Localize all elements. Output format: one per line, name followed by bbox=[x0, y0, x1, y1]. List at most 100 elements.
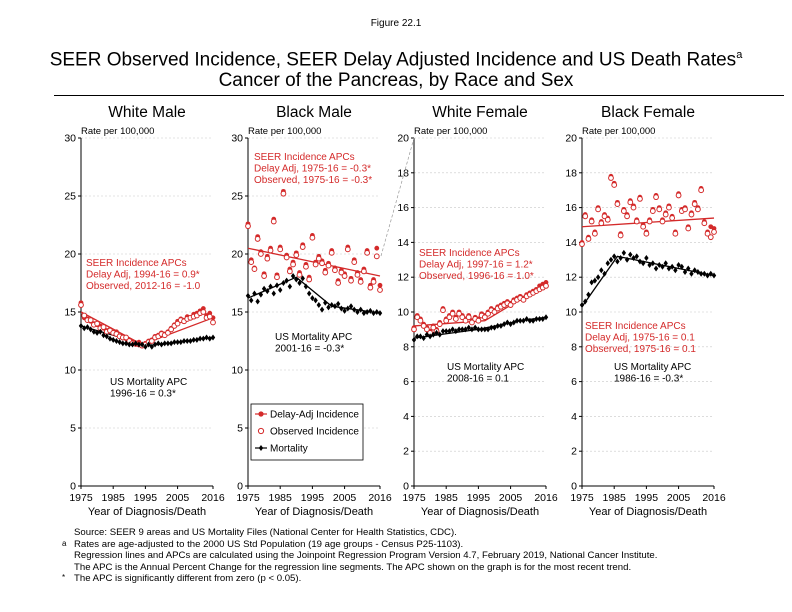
mortality-apc-text: US Mortality APC bbox=[614, 362, 691, 373]
mortality-point bbox=[456, 326, 462, 333]
observed-point bbox=[370, 278, 377, 285]
mortality-point bbox=[647, 262, 652, 269]
mortality-point bbox=[543, 314, 549, 321]
observed-point bbox=[507, 302, 514, 308]
mortality-point bbox=[460, 326, 465, 333]
mortality-point bbox=[156, 340, 161, 347]
x-tick-label: 1975 bbox=[236, 492, 260, 504]
observed-point bbox=[643, 230, 650, 237]
mortality-point bbox=[669, 263, 675, 270]
mortality-point bbox=[377, 310, 383, 317]
incidence-apc-text: Observed, 1975-16 = 0.1 bbox=[585, 344, 696, 355]
observed-point bbox=[520, 296, 527, 303]
observed-point bbox=[248, 259, 255, 266]
y-tick-label: 12 bbox=[397, 272, 409, 284]
mortality-point bbox=[268, 283, 273, 290]
y-tick-label: 20 bbox=[64, 249, 76, 261]
observed-point bbox=[206, 313, 213, 320]
incidence-apc-text: Delay Adj, 1975-16 = 0.1 bbox=[585, 333, 695, 344]
incidence-apc-text: Observed, 1975-16 = -0.3* bbox=[254, 175, 372, 186]
observed-point bbox=[264, 255, 271, 262]
observed-point bbox=[257, 251, 264, 257]
observed-point bbox=[462, 317, 469, 324]
observed-point bbox=[168, 326, 175, 333]
observed-point bbox=[685, 225, 692, 232]
y-axis-label: Rate per 100,000 bbox=[582, 126, 655, 137]
mortality-point bbox=[689, 270, 694, 277]
x-tick-label: 2005 bbox=[499, 492, 523, 504]
observed-point bbox=[245, 223, 251, 230]
mortality-point bbox=[692, 267, 697, 274]
observed-point bbox=[277, 246, 284, 253]
footnote-source: Source: SEER 9 areas and US Mortality Fi… bbox=[74, 527, 457, 538]
chart-panel-0: White Male Rate per 100,000 0 5 10 15 20 25 30 19… bbox=[64, 104, 225, 518]
mortality-point bbox=[294, 276, 299, 283]
observed-point bbox=[290, 261, 296, 268]
delay-adj-point bbox=[377, 282, 383, 288]
observed-point bbox=[417, 317, 424, 324]
y-tick-label: 5 bbox=[70, 423, 76, 435]
observed-point bbox=[306, 276, 313, 283]
mortality-point bbox=[358, 306, 363, 313]
observed-point bbox=[691, 201, 698, 208]
mortality-point bbox=[332, 303, 338, 310]
mortality-point bbox=[197, 335, 203, 342]
observed-point bbox=[633, 218, 640, 225]
mortality-point bbox=[345, 305, 351, 312]
observed-point bbox=[659, 218, 666, 225]
mortality-point bbox=[91, 328, 97, 335]
mortality-point bbox=[530, 317, 536, 324]
mortality-point bbox=[534, 315, 539, 322]
mortality-point bbox=[249, 297, 254, 304]
observed-point bbox=[604, 216, 611, 223]
mortality-point bbox=[666, 265, 672, 272]
x-tick-label: 2005 bbox=[667, 492, 691, 504]
mortality-point bbox=[136, 341, 142, 348]
figure-label: Figure 22.1 bbox=[370, 18, 422, 29]
mortality-point bbox=[368, 307, 373, 314]
mortality-point bbox=[188, 338, 193, 344]
observed-point bbox=[123, 334, 129, 341]
mortality-point bbox=[427, 333, 433, 340]
mortality-point bbox=[364, 309, 370, 315]
mortality-point bbox=[511, 319, 517, 326]
mortality-point bbox=[316, 302, 322, 309]
observed-point bbox=[319, 260, 325, 267]
observed-point bbox=[624, 213, 630, 220]
observed-point bbox=[286, 268, 293, 275]
y-tick-label: 30 bbox=[231, 133, 243, 145]
mortality-point bbox=[708, 270, 713, 277]
mortality-point bbox=[592, 277, 598, 284]
observed-point bbox=[210, 319, 216, 326]
mortality-point bbox=[78, 322, 84, 329]
y-tick-label: 10 bbox=[397, 307, 409, 319]
observed-point bbox=[280, 190, 287, 197]
panel-title: White Male bbox=[108, 104, 186, 121]
footnote-significance: * The APC is significantly different from… bbox=[62, 573, 302, 585]
mortality-point bbox=[514, 317, 520, 324]
observed-point bbox=[411, 326, 417, 333]
observed-point bbox=[293, 252, 300, 259]
x-axis-label: Year of Diagnosis/Death bbox=[589, 506, 707, 518]
observed-point bbox=[707, 234, 714, 241]
observed-point bbox=[348, 277, 354, 284]
chart-panel-1: Black Male Rate per 100,000 0 5 10 15 20 25 30 19… bbox=[231, 104, 392, 518]
mortality-point bbox=[258, 291, 264, 298]
observed-point bbox=[354, 271, 361, 278]
observed-point bbox=[443, 317, 450, 324]
mortality-point bbox=[698, 270, 704, 277]
x-tick-label: 2005 bbox=[333, 492, 357, 504]
observed-point bbox=[611, 182, 618, 188]
observed-point bbox=[672, 230, 679, 237]
mortality-point bbox=[492, 324, 497, 331]
observed-point bbox=[598, 220, 605, 227]
observed-point bbox=[309, 234, 316, 241]
x-tick-label: 2016 bbox=[201, 492, 225, 504]
mortality-point bbox=[602, 270, 607, 277]
mortality-point bbox=[319, 306, 325, 313]
mortality-point bbox=[127, 341, 132, 348]
y-tick-label: 12 bbox=[565, 272, 577, 284]
title-line-2: Cancer of the Pancreas, by Race and Sex bbox=[218, 70, 574, 92]
mortality-point bbox=[650, 260, 656, 267]
